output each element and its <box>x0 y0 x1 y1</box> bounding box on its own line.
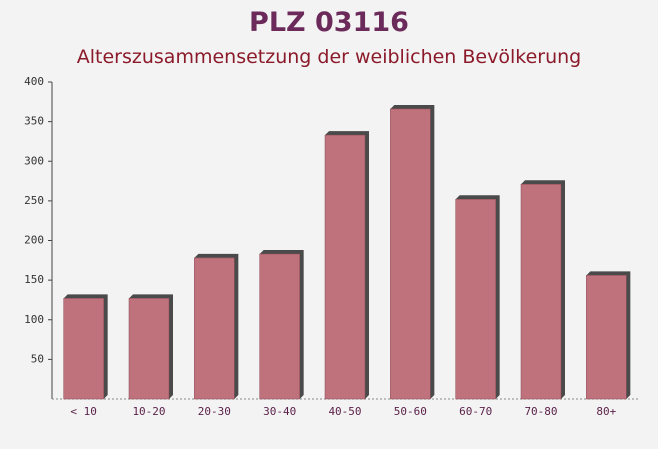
x-tick-label: 10-20 <box>132 405 165 418</box>
x-tick-label: 70-80 <box>524 405 557 418</box>
x-tick-label: 60-70 <box>459 405 492 418</box>
bar <box>259 253 300 400</box>
x-tick-label: 50-60 <box>394 405 427 418</box>
y-tick-label: 50 <box>31 352 44 365</box>
bar <box>520 183 562 400</box>
y-tick-label: 300 <box>24 154 44 167</box>
bar <box>128 298 170 400</box>
bar <box>390 108 431 400</box>
bar <box>455 199 496 400</box>
bar <box>63 298 104 400</box>
x-tick-label: 40-50 <box>328 405 361 418</box>
x-tick-label: 80+ <box>596 405 616 418</box>
bar <box>194 257 235 400</box>
y-tick-label: 150 <box>24 273 44 286</box>
chart-subtitle: Alterszusammensetzung der weiblichen Bev… <box>77 46 581 68</box>
bar <box>324 134 366 400</box>
y-tick-label: 250 <box>24 194 44 207</box>
y-tick-label: 350 <box>24 115 44 128</box>
x-tick-label: < 10 <box>70 405 97 418</box>
bar <box>586 275 627 400</box>
y-tick-label: 200 <box>24 234 44 247</box>
y-tick-label: 400 <box>24 75 44 88</box>
y-tick-label: 100 <box>24 313 44 326</box>
x-tick-label: 30-40 <box>263 405 296 418</box>
x-tick-label: 20-30 <box>198 405 231 418</box>
chart-title: PLZ 03116 <box>249 7 409 38</box>
